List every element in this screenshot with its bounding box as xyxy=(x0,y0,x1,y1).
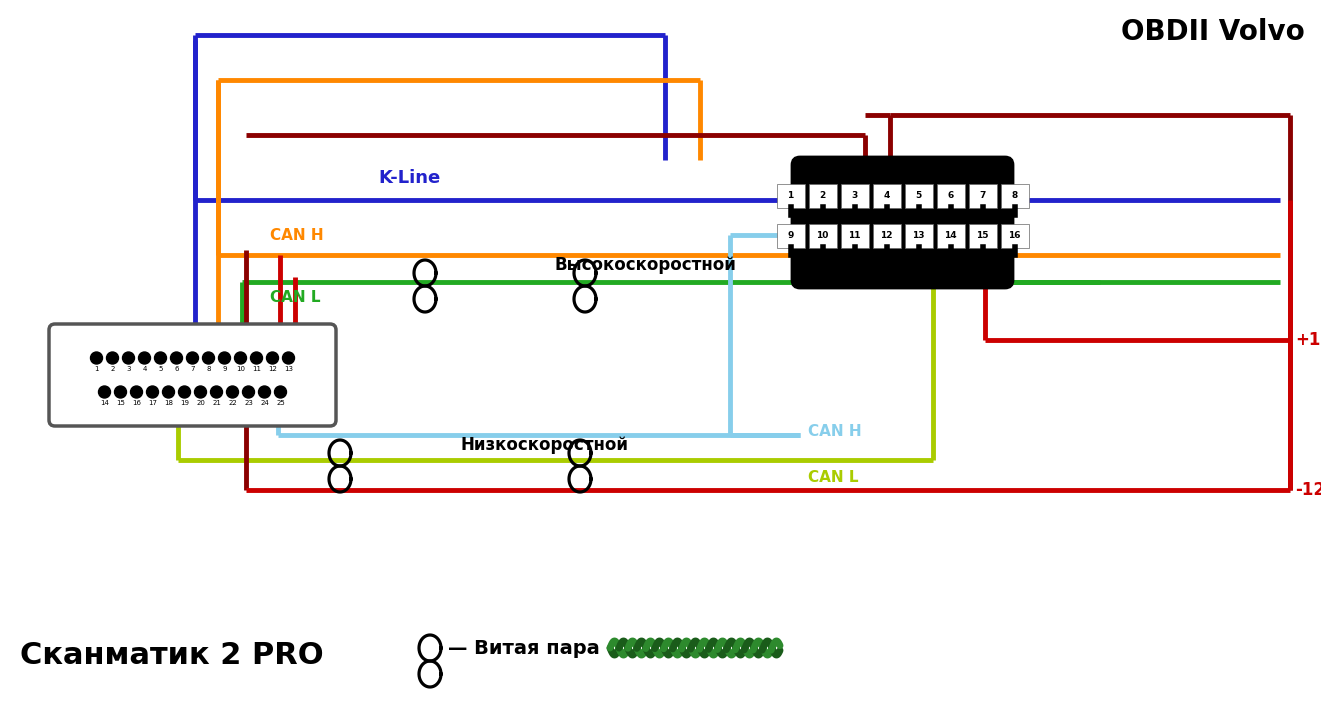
FancyBboxPatch shape xyxy=(49,324,336,426)
Text: 23: 23 xyxy=(244,400,252,406)
Text: 14: 14 xyxy=(100,400,108,406)
Text: 7: 7 xyxy=(190,366,194,372)
FancyBboxPatch shape xyxy=(777,224,804,248)
Text: Сканматик 2 PRO: Сканматик 2 PRO xyxy=(20,641,324,669)
FancyBboxPatch shape xyxy=(872,224,901,248)
Text: 20: 20 xyxy=(196,400,205,406)
Text: 4: 4 xyxy=(143,366,147,372)
Circle shape xyxy=(115,386,127,398)
Text: 8: 8 xyxy=(1012,191,1017,200)
Circle shape xyxy=(123,352,135,364)
Text: 1: 1 xyxy=(94,366,99,372)
FancyBboxPatch shape xyxy=(905,224,933,248)
Circle shape xyxy=(275,386,287,398)
Text: -12V: -12V xyxy=(1295,481,1321,499)
Text: Низкоскоростной: Низкоскоростной xyxy=(460,436,627,454)
Text: CAN H: CAN H xyxy=(808,425,861,440)
Circle shape xyxy=(194,386,206,398)
Text: 16: 16 xyxy=(1008,231,1021,240)
Circle shape xyxy=(178,386,190,398)
Text: 11: 11 xyxy=(252,366,262,372)
Circle shape xyxy=(226,386,239,398)
Text: 6: 6 xyxy=(947,191,954,200)
Circle shape xyxy=(267,352,279,364)
Text: 16: 16 xyxy=(132,400,141,406)
FancyBboxPatch shape xyxy=(1000,184,1029,208)
Circle shape xyxy=(243,386,255,398)
Text: 25: 25 xyxy=(276,400,285,406)
Text: 10: 10 xyxy=(236,366,244,372)
Text: 21: 21 xyxy=(213,400,221,406)
Text: 13: 13 xyxy=(284,366,293,372)
Text: 14: 14 xyxy=(945,231,956,240)
Text: CAN L: CAN L xyxy=(808,470,859,484)
Text: 12: 12 xyxy=(268,366,277,372)
Text: CAN H: CAN H xyxy=(269,228,324,243)
Circle shape xyxy=(162,386,174,398)
Circle shape xyxy=(218,352,230,364)
Circle shape xyxy=(139,352,151,364)
Circle shape xyxy=(235,352,247,364)
Text: 3: 3 xyxy=(127,366,131,372)
FancyBboxPatch shape xyxy=(968,184,996,208)
Circle shape xyxy=(99,386,111,398)
FancyBboxPatch shape xyxy=(905,184,933,208)
Text: 8: 8 xyxy=(206,366,211,372)
Circle shape xyxy=(147,386,159,398)
Text: 17: 17 xyxy=(148,400,157,406)
Text: 2: 2 xyxy=(819,191,826,200)
FancyBboxPatch shape xyxy=(777,184,804,208)
Circle shape xyxy=(251,352,263,364)
FancyBboxPatch shape xyxy=(872,184,901,208)
Text: 10: 10 xyxy=(816,231,828,240)
FancyBboxPatch shape xyxy=(968,224,996,248)
Text: 9: 9 xyxy=(222,366,227,372)
Circle shape xyxy=(155,352,166,364)
FancyBboxPatch shape xyxy=(808,224,836,248)
Text: 4: 4 xyxy=(884,191,889,200)
Text: — Витая пара: — Витая пара xyxy=(448,639,600,658)
FancyBboxPatch shape xyxy=(793,157,1013,288)
Text: 24: 24 xyxy=(260,400,269,406)
Text: OBDII Volvo: OBDII Volvo xyxy=(1122,18,1305,46)
Circle shape xyxy=(186,352,198,364)
Circle shape xyxy=(91,352,103,364)
Text: 11: 11 xyxy=(848,231,861,240)
FancyBboxPatch shape xyxy=(808,184,836,208)
Text: +12V: +12V xyxy=(1295,331,1321,349)
Circle shape xyxy=(283,352,295,364)
Text: 15: 15 xyxy=(116,400,125,406)
Circle shape xyxy=(202,352,214,364)
Text: 9: 9 xyxy=(787,231,794,240)
Text: 19: 19 xyxy=(180,400,189,406)
Circle shape xyxy=(259,386,271,398)
Text: 22: 22 xyxy=(229,400,236,406)
Circle shape xyxy=(131,386,143,398)
Text: 7: 7 xyxy=(979,191,985,200)
FancyBboxPatch shape xyxy=(937,224,964,248)
FancyBboxPatch shape xyxy=(1000,224,1029,248)
Text: 6: 6 xyxy=(174,366,178,372)
Circle shape xyxy=(210,386,222,398)
FancyBboxPatch shape xyxy=(937,184,964,208)
Text: Высокоскоростной: Высокоскоростной xyxy=(555,256,737,274)
Text: 15: 15 xyxy=(976,231,988,240)
Text: 5: 5 xyxy=(159,366,162,372)
Text: 5: 5 xyxy=(915,191,922,200)
Circle shape xyxy=(107,352,119,364)
FancyBboxPatch shape xyxy=(840,184,868,208)
Text: 18: 18 xyxy=(164,400,173,406)
Text: 12: 12 xyxy=(880,231,893,240)
Text: K-Line: K-Line xyxy=(379,169,441,187)
Text: 3: 3 xyxy=(851,191,857,200)
Text: 2: 2 xyxy=(111,366,115,372)
Text: CAN L: CAN L xyxy=(269,290,321,306)
FancyBboxPatch shape xyxy=(840,224,868,248)
Text: 1: 1 xyxy=(787,191,794,200)
Circle shape xyxy=(170,352,182,364)
Text: 13: 13 xyxy=(913,231,925,240)
